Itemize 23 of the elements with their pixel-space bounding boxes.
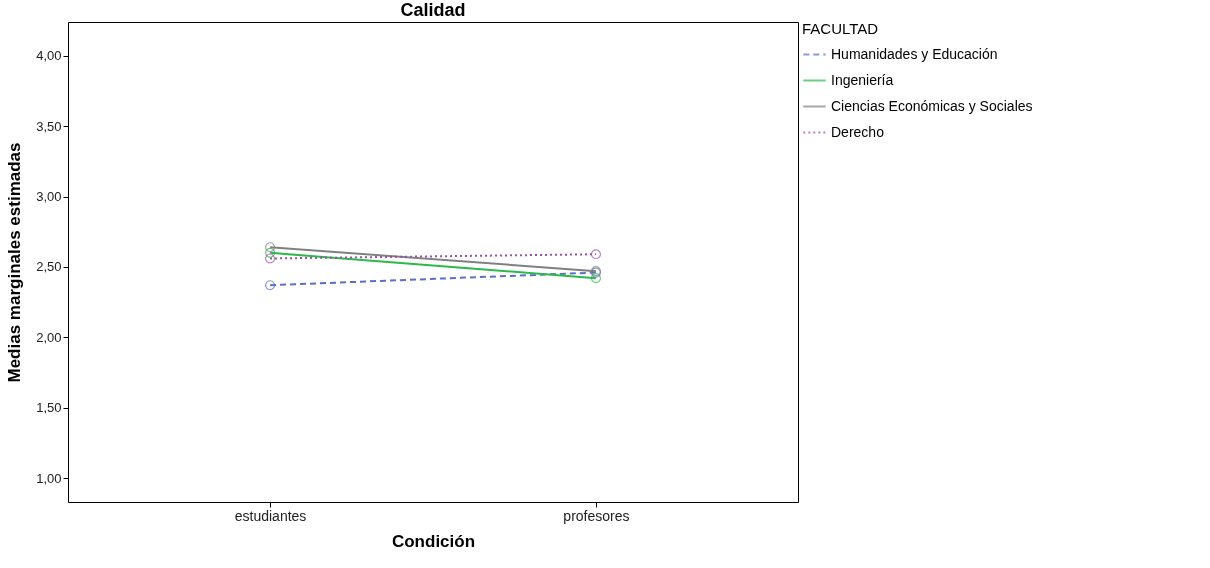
- legend-label: Ciencias Económicas y Sociales: [831, 97, 1033, 114]
- point: [590, 273, 602, 284]
- y-tick-label: 2,50: [36, 259, 62, 275]
- x-axis-title: Condición: [391, 531, 476, 551]
- y-tick-label: 2,00: [36, 329, 62, 345]
- x-tick-label: estudiantes: [234, 507, 307, 524]
- point: [264, 280, 276, 291]
- point: [590, 249, 602, 260]
- legend-label: Humanidades y Educación: [831, 45, 998, 62]
- y-tick-label: 3,00: [36, 189, 62, 205]
- legend-label: Ingeniería: [831, 71, 894, 88]
- legend-title: FACULTAD: [802, 20, 879, 37]
- chart-title: Calidad: [400, 0, 466, 20]
- legend-label: Derecho: [831, 123, 885, 140]
- point: [264, 253, 276, 264]
- point: [264, 242, 276, 253]
- y-axis-title: Medias marginales estimadas: [5, 142, 25, 383]
- y-tick-label: 1,50: [36, 400, 62, 416]
- y-tick-label: 4,00: [36, 48, 62, 64]
- y-tick-label: 1,00: [36, 470, 62, 486]
- point: [264, 247, 276, 258]
- y-tick-label: 3,50: [36, 118, 62, 134]
- x-tick-label: profesores: [563, 507, 630, 524]
